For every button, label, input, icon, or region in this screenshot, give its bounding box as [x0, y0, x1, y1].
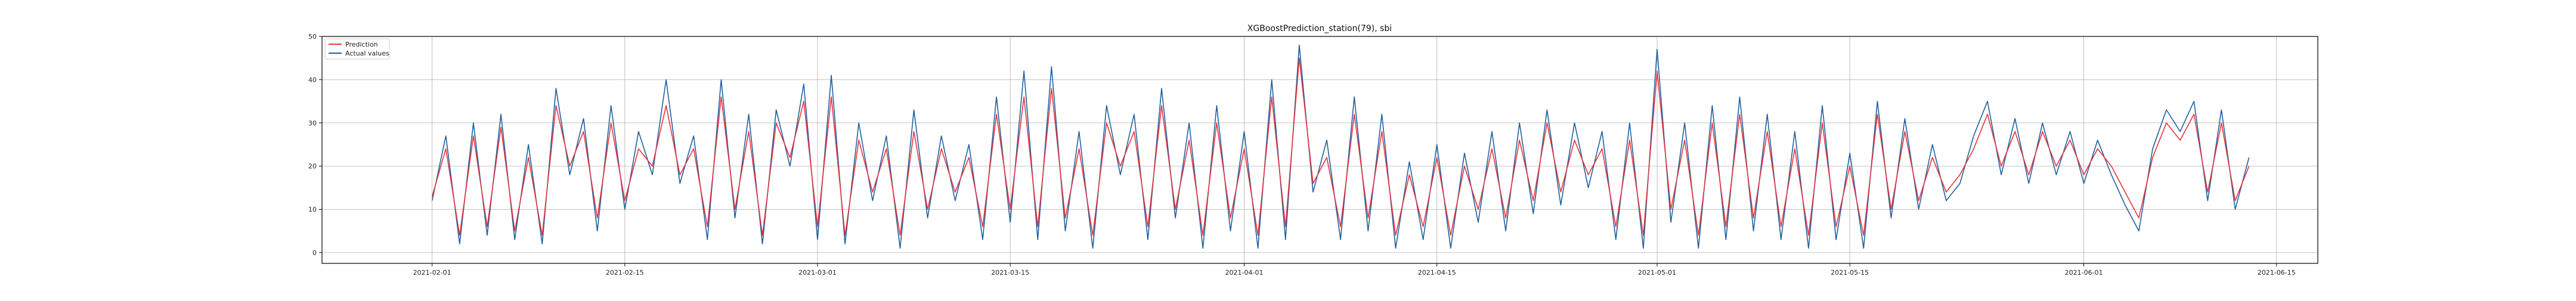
x-tick-label-2021-02-01: 2021-02-01: [413, 269, 451, 277]
legend-label-prediction: Prediction: [345, 41, 378, 48]
y-tick-label-20: 20: [308, 162, 317, 170]
legend-label-actual-values: Actual values: [345, 50, 389, 57]
tick-layer: 2021-02-01 2021-02-15 2021-03-01 2021-03-15…: [308, 33, 2296, 277]
y-tick-label-30: 30: [308, 119, 317, 127]
x-tick-label-2021-03-01: 2021-03-01: [798, 269, 837, 277]
plot-area-frame: [321, 36, 2318, 264]
series-layer: [431, 44, 2250, 249]
series-line-actual-values: [431, 44, 2250, 249]
legend: Prediction Actual values: [324, 38, 390, 60]
series-line-prediction: [431, 57, 2250, 236]
x-tick-label-2021-03-15: 2021-03-15: [991, 269, 1029, 277]
x-tick-label-2021-06-15: 2021-06-15: [2258, 269, 2296, 277]
x-tick-label-2021-04-15: 2021-04-15: [1418, 269, 1456, 277]
x-tick-label-2021-05-01: 2021-05-01: [1638, 269, 1676, 277]
y-tick-label-0: 0: [312, 249, 317, 257]
y-tick-label-50: 50: [308, 33, 317, 41]
x-tick-label-2021-06-01: 2021-06-01: [2065, 269, 2103, 277]
x-tick-label-2021-04-01: 2021-04-01: [1225, 269, 1264, 277]
x-tick-label-2021-02-15: 2021-02-15: [606, 269, 644, 277]
chart-title: XGBoostPrediction_station(79), sbi: [1247, 24, 1392, 33]
y-tick-label-40: 40: [308, 76, 317, 84]
x-tick-label-2021-05-15: 2021-05-15: [1831, 269, 1869, 277]
y-tick-label-10: 10: [308, 206, 317, 214]
